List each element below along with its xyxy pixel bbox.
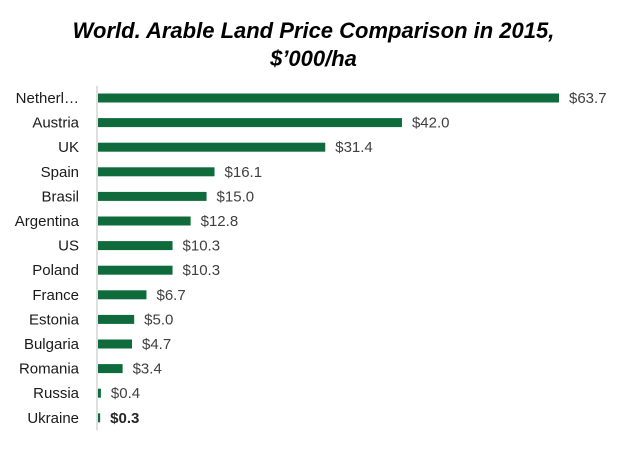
data-label: $6.7 <box>156 287 185 304</box>
bar <box>98 191 207 201</box>
data-label: $5.0 <box>144 311 173 328</box>
data-label: $31.4 <box>335 139 373 156</box>
bar <box>98 142 326 152</box>
data-label: $12.8 <box>201 213 239 230</box>
category-label: France <box>32 287 79 304</box>
chart-title-line-1: World. Arable Land Price Comparison in 2… <box>72 18 555 43</box>
data-label: $42.0 <box>412 115 450 132</box>
category-label: Netherl… <box>16 90 79 107</box>
data-label: $16.1 <box>225 164 263 181</box>
bar <box>98 265 173 275</box>
data-label: $0.4 <box>111 385 140 402</box>
category-label: UK <box>58 139 79 156</box>
bar <box>98 290 147 300</box>
data-label: $4.7 <box>142 336 171 353</box>
bar <box>98 388 101 398</box>
bar <box>98 118 402 128</box>
category-label: US <box>58 238 79 255</box>
category-label: Argentina <box>15 213 80 230</box>
bar <box>98 241 173 251</box>
category-label: Russia <box>33 385 80 402</box>
category-label: Ukraine <box>27 410 79 427</box>
category-label: Bulgaria <box>24 336 80 353</box>
data-label: $0.3 <box>110 410 139 427</box>
bar <box>98 93 559 103</box>
chart-title-line-2: $’000/ha <box>270 46 357 71</box>
bar <box>98 364 123 374</box>
bar <box>98 216 191 226</box>
bar <box>98 339 133 349</box>
data-label: $3.4 <box>133 361 162 378</box>
category-label: Romania <box>19 361 80 378</box>
category-label: Austria <box>32 115 79 132</box>
data-label: $15.0 <box>217 188 255 205</box>
category-label: Spain <box>41 164 79 181</box>
category-label: Estonia <box>29 311 80 328</box>
category-label: Brasil <box>41 188 79 205</box>
data-label: $10.3 <box>183 262 221 279</box>
bar <box>98 314 135 324</box>
category-label: Poland <box>32 262 79 279</box>
bar <box>98 413 101 423</box>
data-label: $63.7 <box>569 90 607 107</box>
data-label: $10.3 <box>183 238 221 255</box>
bar <box>98 167 215 177</box>
